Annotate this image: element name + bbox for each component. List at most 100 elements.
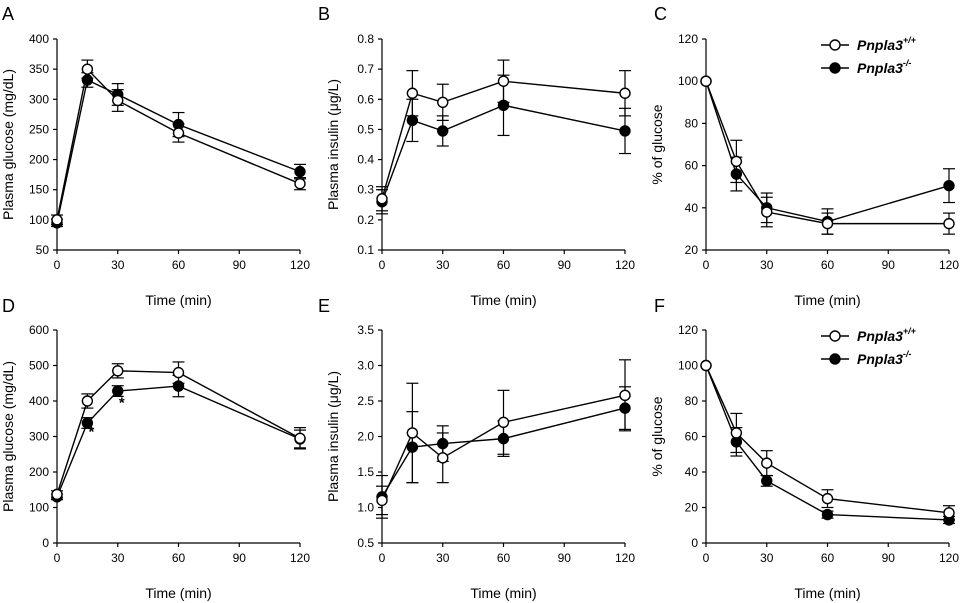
x-tick-label: 30 [111, 258, 125, 272]
data-point-wt [81, 63, 94, 75]
x-tick-label: 30 [436, 258, 450, 272]
y-tick-label: 100 [29, 501, 49, 515]
x-tick-label: 30 [111, 551, 125, 565]
y-tick-label: 400 [29, 394, 49, 408]
data-point-wt [619, 87, 631, 99]
data-point-wt [821, 217, 834, 230]
legend-marker-wt [829, 330, 841, 342]
data-point-wt [761, 206, 773, 218]
data-point-wt [376, 494, 388, 507]
y-tick-label: 100 [29, 213, 49, 227]
x-tick-label: 30 [760, 258, 774, 272]
data-point-wt [821, 492, 834, 505]
x-tick-label: 60 [172, 551, 186, 565]
data-point-ko [943, 179, 955, 192]
data-point-wt [730, 155, 743, 168]
y-tick-label: 3.5 [357, 323, 374, 337]
x-tick-label: 60 [497, 551, 511, 565]
panel-letter: E [318, 296, 330, 316]
significance-marker: * [89, 424, 95, 441]
y-tick-label: 50 [36, 243, 50, 257]
data-point-wt [172, 366, 185, 379]
legend-label-base: Pnpla3 [857, 351, 903, 367]
panel-b: B 0.1 0.2 0.3 0.4 0.5 0.6 0.7 0.8 0 30 60 90 120 Time … [318, 4, 635, 308]
y-tick-label: 0.2 [357, 213, 374, 227]
data-point-wt [619, 389, 631, 402]
x-tick-label: 120 [615, 551, 635, 565]
y-tick-label: 80 [685, 116, 699, 130]
x-tick-label: 60 [497, 258, 511, 272]
y-axis-title: % of glucose [649, 396, 665, 476]
x-tick-label: 120 [290, 551, 310, 565]
y-tick-label: 60 [685, 430, 699, 444]
y-tick-label: 0.7 [357, 62, 374, 76]
data-point-wt [406, 87, 419, 99]
data-point-wt [51, 214, 63, 226]
data-point-ko [294, 165, 306, 178]
y-tick-label: 350 [29, 62, 49, 76]
x-tick-label: 0 [54, 258, 61, 272]
y-tick-label: 200 [29, 465, 49, 479]
x-tick-label: 0 [379, 258, 386, 272]
y-tick-label: 0.8 [357, 32, 374, 46]
data-point-wt [112, 94, 124, 107]
legend-label-superscript: -/- [903, 58, 912, 68]
data-point-wt [294, 177, 306, 190]
y-axis-title: % of glucose [649, 104, 665, 184]
x-tick-label: 0 [703, 551, 710, 565]
data-point-wt [406, 427, 419, 439]
series-line-ko [56, 385, 301, 498]
data-point-wt [497, 75, 510, 87]
y-tick-label: 0.5 [357, 536, 374, 550]
y-tick-label: 0 [691, 536, 698, 550]
y-tick-label: 600 [29, 323, 49, 337]
y-tick-label: 80 [685, 394, 699, 408]
data-point-wt [376, 193, 388, 205]
data-point-wt [700, 75, 712, 87]
y-tick-label: 150 [29, 183, 49, 197]
series-line-wt [705, 80, 949, 225]
y-tick-label: 200 [29, 153, 49, 167]
y-tick-label: 120 [678, 323, 698, 337]
legend-label-ko: Pnpla3-/- [857, 349, 911, 367]
x-tick-label: 60 [821, 551, 835, 565]
x-tick-label: 90 [233, 551, 247, 565]
data-point-ko [437, 125, 449, 137]
panel-f: F 0 20 40 60 80 100 120 0 30 60 90 120 Time (min) % of… [649, 296, 959, 601]
data-point-wt [437, 452, 449, 464]
y-tick-label: 300 [29, 430, 49, 444]
x-tick-label: 120 [290, 258, 310, 272]
data-point-wt [943, 217, 955, 230]
data-point-ko [821, 508, 834, 521]
data-point-ko [81, 74, 94, 86]
y-tick-label: 0.5 [357, 122, 374, 136]
data-point-wt [730, 427, 743, 439]
data-point-wt [294, 432, 306, 444]
x-tick-label: 30 [436, 551, 450, 565]
y-tick-label: 250 [29, 122, 49, 136]
data-point-wt [943, 507, 955, 519]
x-tick-label: 90 [558, 551, 572, 565]
y-tick-label: 0.1 [357, 243, 374, 257]
data-point-ko [497, 432, 510, 445]
y-tick-label: 0 [42, 536, 49, 550]
y-tick-label: 40 [685, 465, 699, 479]
series-line-wt [56, 67, 301, 220]
data-point-ko [619, 402, 631, 414]
y-axis-title: Plasma glucose (mg/dL) [0, 361, 16, 512]
data-point-ko [730, 168, 743, 180]
data-point-wt [172, 127, 185, 139]
y-tick-label: 3.0 [357, 359, 374, 373]
data-point-ko [406, 114, 419, 127]
y-tick-label: 0.6 [357, 92, 374, 106]
legend-label-base: Pnpla3 [857, 37, 903, 53]
x-axis-title: Time (min) [794, 585, 860, 601]
data-point-wt [761, 457, 773, 469]
data-point-ko [619, 125, 631, 137]
panel-letter: F [654, 296, 665, 316]
x-tick-label: 60 [821, 258, 835, 272]
x-axis-title: Time (min) [470, 292, 536, 308]
x-axis-title: Time (min) [145, 292, 211, 308]
data-point-ko [406, 441, 419, 453]
